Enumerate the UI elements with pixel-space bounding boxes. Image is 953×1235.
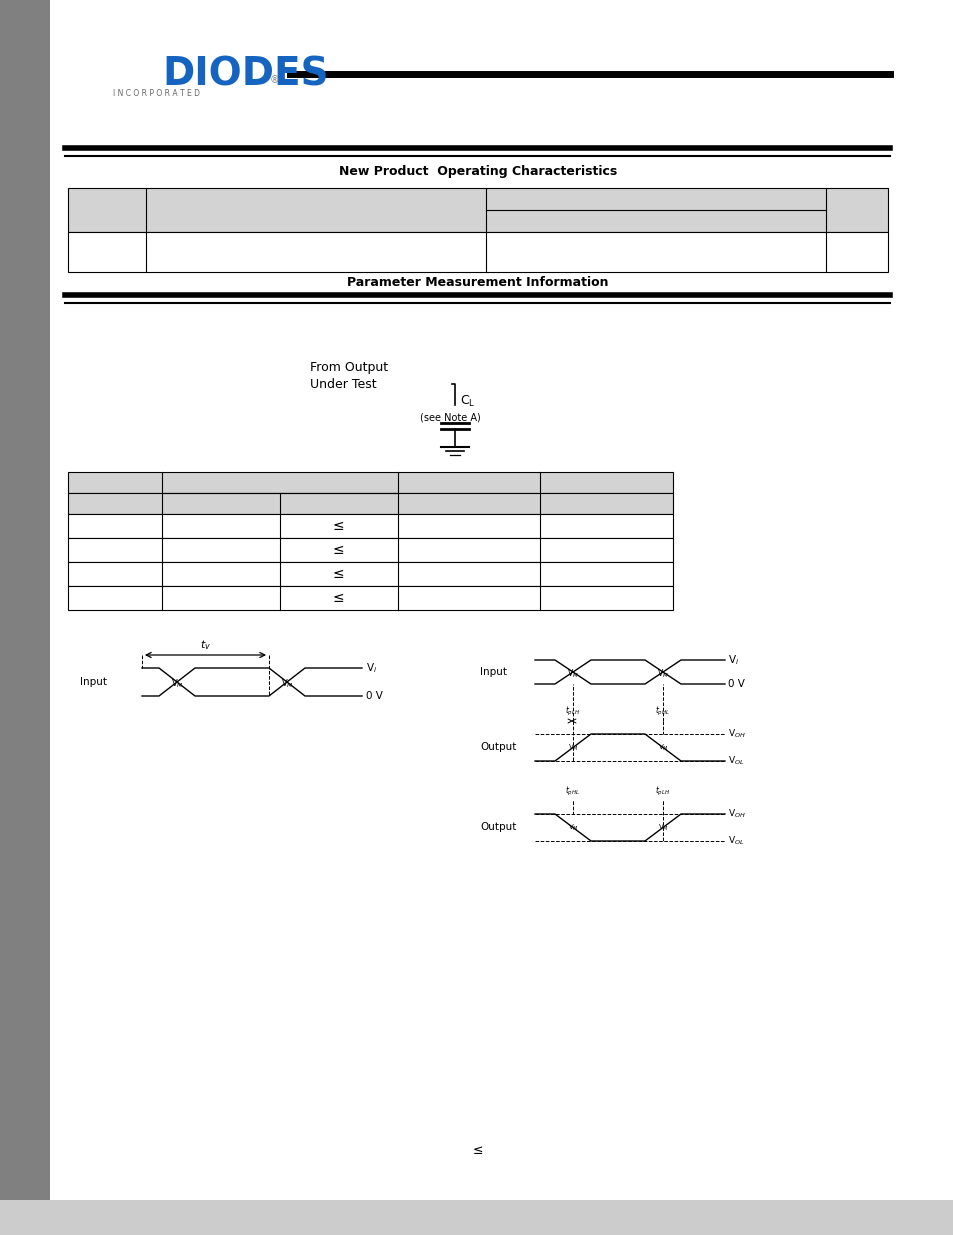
Bar <box>68 493 672 514</box>
Text: ≤: ≤ <box>333 592 344 605</box>
Text: V$_M$: V$_M$ <box>567 742 578 752</box>
Bar <box>68 562 672 585</box>
Text: ®: ® <box>270 75 279 85</box>
Text: New Product  Operating Characteristics: New Product Operating Characteristics <box>338 165 617 179</box>
Text: V$_M$: V$_M$ <box>657 668 668 680</box>
Text: 0 V: 0 V <box>366 692 382 701</box>
Text: 0 V: 0 V <box>727 679 744 689</box>
Text: V$_M$: V$_M$ <box>171 678 183 690</box>
Text: $t_{pHL}$: $t_{pHL}$ <box>655 705 670 718</box>
Text: $t_{pLH}$: $t_{pLH}$ <box>655 785 670 798</box>
Text: V$_{OL}$: V$_{OL}$ <box>727 835 743 847</box>
Bar <box>68 514 672 538</box>
Text: Output: Output <box>479 742 516 752</box>
Text: V$_i$: V$_i$ <box>727 653 739 667</box>
Text: Input: Input <box>479 667 506 677</box>
Text: Parameter Measurement Information: Parameter Measurement Information <box>347 275 608 289</box>
Text: Under Test: Under Test <box>310 378 376 390</box>
Text: L: L <box>468 399 472 409</box>
Text: Input: Input <box>80 677 107 687</box>
Text: $t_{pHL}$: $t_{pHL}$ <box>565 785 580 798</box>
Bar <box>68 585 672 610</box>
Text: ≤: ≤ <box>333 519 344 534</box>
Text: (see Note A): (see Note A) <box>419 412 480 422</box>
Text: I N C O R P O R A T E D: I N C O R P O R A T E D <box>112 89 200 99</box>
Text: ≤: ≤ <box>333 543 344 557</box>
Bar <box>68 538 672 562</box>
Text: V$_M$: V$_M$ <box>566 668 578 680</box>
Text: V$_M$: V$_M$ <box>280 678 294 690</box>
Text: V$_M$: V$_M$ <box>657 823 668 832</box>
Bar <box>68 188 887 232</box>
Text: V$_M$: V$_M$ <box>657 742 668 752</box>
Text: From Output: From Output <box>310 362 388 374</box>
Text: V$_{OH}$: V$_{OH}$ <box>727 808 745 820</box>
Text: $t_v$: $t_v$ <box>200 638 211 652</box>
Text: V$_{OH}$: V$_{OH}$ <box>727 727 745 740</box>
Bar <box>68 472 672 493</box>
Text: V$_{OL}$: V$_{OL}$ <box>727 755 743 767</box>
Bar <box>68 232 887 272</box>
Text: Output: Output <box>479 823 516 832</box>
Text: V$_M$: V$_M$ <box>567 823 578 832</box>
Text: V$_i$: V$_i$ <box>366 661 376 674</box>
Bar <box>0 0 50 1235</box>
Text: DIODES: DIODES <box>162 56 328 93</box>
Text: $t_{pLH}$: $t_{pLH}$ <box>565 705 580 718</box>
Text: ≤: ≤ <box>473 1144 483 1156</box>
Bar <box>0 1200 953 1235</box>
Text: C: C <box>459 394 468 406</box>
Text: ≤: ≤ <box>333 567 344 580</box>
